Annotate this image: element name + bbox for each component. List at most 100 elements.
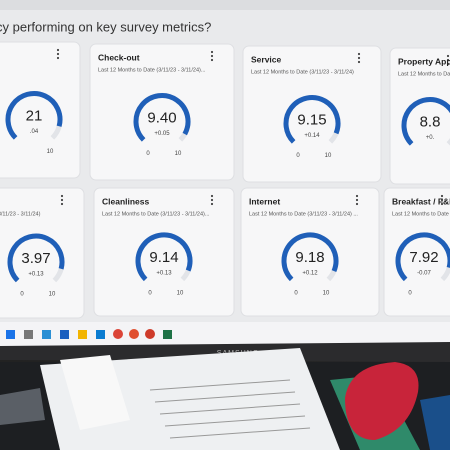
card-subtitle: Last 12 Months to Date (3/11/23 - 3/11/2… [98, 67, 206, 73]
kebab-dot [357, 60, 361, 64]
scale-min: 0 [148, 291, 152, 297]
kebab-dot [56, 52, 60, 56]
card-subtitle: Last 12 Months to Date (3/11/23 - [392, 211, 450, 217]
monitor-bezel [0, 342, 450, 362]
scale-max: 10 [177, 291, 184, 297]
card-bg [0, 41, 81, 179]
scale-min: 0 [296, 153, 300, 159]
card-title: Property Appear [398, 56, 450, 66]
gauge-value: 8.8 [420, 113, 441, 130]
kebab-dot [56, 48, 60, 52]
paper-lines [149, 379, 311, 439]
kebab-dot [60, 202, 64, 206]
card-subtitle: Last 12 Months to Date (3/11/23 - 3/11/2… [251, 69, 354, 75]
kebab-dot [210, 198, 214, 202]
kebab-dot [357, 52, 361, 56]
card-title: Check-out [98, 52, 140, 62]
card-bg [89, 43, 235, 181]
gauge-arc [401, 97, 450, 146]
gauge-value: 9.40 [147, 109, 176, 126]
gauge-value: 9.18 [295, 249, 324, 266]
gauge-value: 9.15 [297, 111, 326, 128]
card-title: Breakfast / F&B [392, 196, 450, 206]
gauge-arc [133, 93, 191, 142]
kebab-dot [210, 54, 214, 58]
gauge-delta: +0.14 [304, 133, 320, 139]
kebab-dot [357, 56, 361, 60]
metric-card: 21 .04 10 [0, 41, 81, 179]
gauge-delta: +0.13 [28, 272, 44, 278]
metric-card: Service Last 12 Months to Date (3/11/23 -… [242, 45, 382, 183]
card-title: Internet [249, 196, 280, 206]
gauge-delta: +0.05 [154, 131, 170, 137]
gauge-value: 3.97 [21, 250, 50, 267]
scale-max: 10 [47, 149, 54, 155]
top-strip [0, 0, 450, 10]
kebab-dot [210, 58, 214, 62]
scale-max: 10 [175, 151, 182, 157]
taskbar [0, 322, 450, 346]
metric-card: Breakfast / F&B Last 12 Months to Date (3… [383, 187, 450, 317]
scale-min: 0 [146, 151, 150, 157]
card-title: Cleanliness [102, 196, 150, 206]
card-bg [0, 187, 85, 319]
kebab-dot [446, 58, 450, 62]
gauge-value: 7.92 [409, 249, 438, 266]
card-title: Service [251, 54, 282, 64]
kebab-dot [60, 198, 64, 202]
gauge-arc [281, 232, 339, 282]
kebab-dot [440, 194, 444, 198]
gauge-value: 9.14 [149, 249, 178, 266]
paper-flap [60, 355, 130, 430]
kebab-dot [355, 194, 359, 198]
gauge-value: 21 [26, 107, 43, 124]
scale-min: 0 [408, 291, 412, 297]
card-bg [93, 187, 235, 317]
kebab-dot [440, 202, 444, 206]
metric-card: (3/11/23 - 3/11/24) 3.97 +0.13 0 10 [0, 187, 85, 319]
kebab-dot [210, 50, 214, 54]
metric-card: Cleanliness Last 12 Months to Date (3/11/… [93, 187, 235, 317]
card-bg [383, 187, 450, 317]
card-subtitle: Last 12 Months to Date (3/11/23 - 3/11/2… [102, 211, 210, 217]
gauge-arc [5, 91, 63, 140]
gauge-delta: .04 [30, 129, 39, 135]
metric-card: Property Appear Last 12 Months to Date (3… [389, 47, 450, 185]
scale-max: 10 [325, 153, 332, 159]
heading: cy performing on key survey metrics? [0, 19, 211, 34]
card-subtitle: Last 12 Months to Date (3/11/23 - 3/11/2… [249, 211, 358, 217]
gauge-arc [135, 232, 193, 282]
gauge-delta: +0.13 [156, 271, 172, 277]
metric-card: Internet Last 12 Months to Date (3/11/23 … [240, 187, 380, 317]
scale-min: 0 [20, 292, 24, 298]
gauge-delta: +0.12 [302, 271, 318, 277]
scale-max: 10 [323, 291, 330, 297]
taskbar-icons [6, 329, 172, 339]
scale-min: 0 [294, 291, 298, 297]
kebab-dot [446, 54, 450, 58]
card-bg [242, 45, 382, 183]
mouse [345, 362, 419, 440]
gauge-delta: -0.07 [417, 271, 431, 277]
kebab-dot [56, 56, 60, 60]
gauge-arc [283, 95, 341, 144]
blue-object [420, 395, 450, 450]
card-bg [240, 187, 380, 317]
phone [0, 388, 45, 425]
card-subtitle: Last 12 Months to Date (3/11/2 [398, 71, 450, 77]
card-bg [389, 47, 450, 185]
kebab-dot [355, 198, 359, 202]
kebab-dot [210, 194, 214, 198]
gauge-arc [395, 232, 450, 282]
kebab-dot [446, 62, 450, 66]
kebab-dot [440, 198, 444, 202]
metric-card: Check-out Last 12 Months to Date (3/11/23… [89, 43, 235, 181]
scale-max: 10 [49, 292, 56, 298]
kebab-dot [210, 202, 214, 206]
kebab-dot [60, 194, 64, 198]
card-subtitle: (3/11/23 - 3/11/24) [0, 211, 41, 217]
gauge-arc [7, 233, 65, 283]
gauge-delta: +0. [426, 135, 435, 141]
kebab-dot [355, 202, 359, 206]
